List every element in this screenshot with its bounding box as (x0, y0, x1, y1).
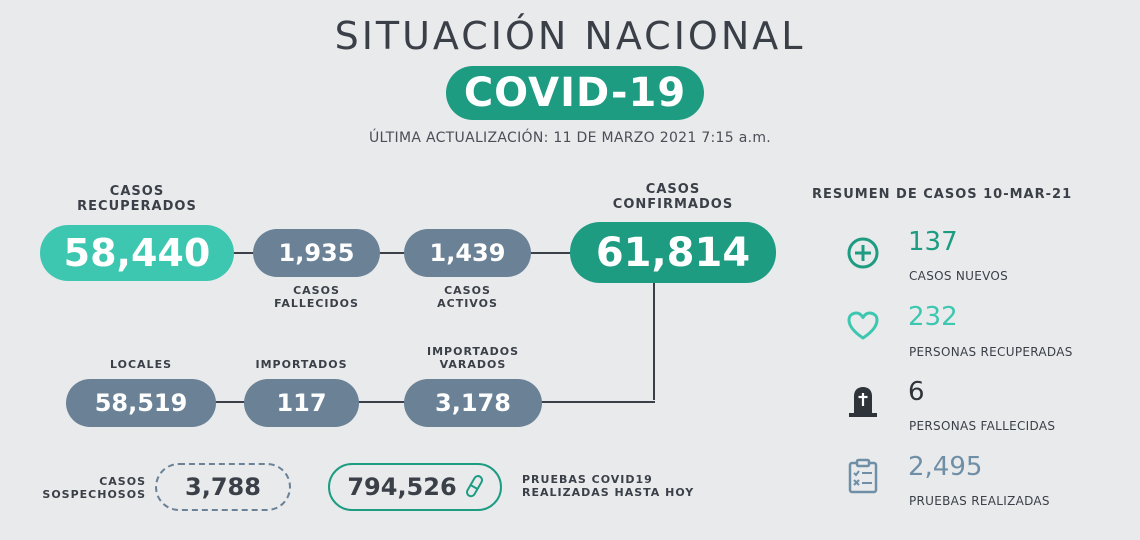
recovered-pill: 58,440 (40, 225, 234, 281)
new-cases-label: CASOS NUEVOS (909, 269, 1009, 283)
deaths-pill: 1,935 (253, 229, 380, 277)
local-pill: 58,519 (66, 379, 216, 427)
tests-today-value: 2,495 (908, 452, 983, 482)
stranded-pill: 3,178 (404, 379, 542, 427)
test-tube-icon (465, 473, 483, 501)
local-label: LOCALES (110, 358, 172, 371)
active-pill: 1,439 (404, 229, 531, 277)
stranded-label: IMPORTADOS VARADOS (427, 345, 519, 371)
heart-icon (846, 310, 880, 342)
tests-pill: 794,526 (328, 463, 502, 511)
imported-label: IMPORTADOS (255, 358, 348, 371)
summary-title: RESUMEN DE CASOS 10-MAR-21 (812, 187, 1073, 202)
confirmed-label: CASOS CONFIRMADOS (612, 182, 734, 212)
covid-badge: COVID-19 (446, 66, 704, 120)
plus-circle-icon (846, 236, 880, 270)
recovered-label: CASOS RECUPERADOS (77, 184, 197, 214)
recovered-today-value: 232 (908, 302, 958, 332)
tests-label: PRUEBAS COVID19 REALIZADAS HASTA HOY (522, 473, 695, 499)
tombstone-icon (846, 384, 880, 418)
new-cases-value: 137 (908, 227, 958, 257)
tests-today-label: PRUEBAS REALIZADAS (909, 494, 1050, 508)
tests-value: 794,526 (347, 473, 457, 501)
connector-line-top (230, 252, 575, 254)
connector-line-vertical (653, 282, 655, 400)
deaths-today-label: PERSONAS FALLECIDAS (909, 419, 1056, 433)
active-label: CASOS ACTIVOS (437, 284, 498, 310)
suspected-label: CASOS SOSPECHOSOS (42, 475, 146, 501)
deaths-today-value: 6 (908, 377, 925, 407)
confirmed-pill: 61,814 (570, 222, 776, 283)
last-updated: ÚLTIMA ACTUALIZACIÓN: 11 DE MARZO 2021 7… (368, 130, 772, 146)
suspected-pill: 3,788 (155, 463, 291, 511)
imported-pill: 117 (244, 379, 359, 427)
recovered-today-label: PERSONAS RECUPERADAS (909, 345, 1073, 359)
deaths-label: CASOS FALLECIDOS (274, 284, 359, 310)
page-title: SITUACIÓN NACIONAL (334, 14, 806, 58)
clipboard-checklist-icon (846, 458, 880, 494)
